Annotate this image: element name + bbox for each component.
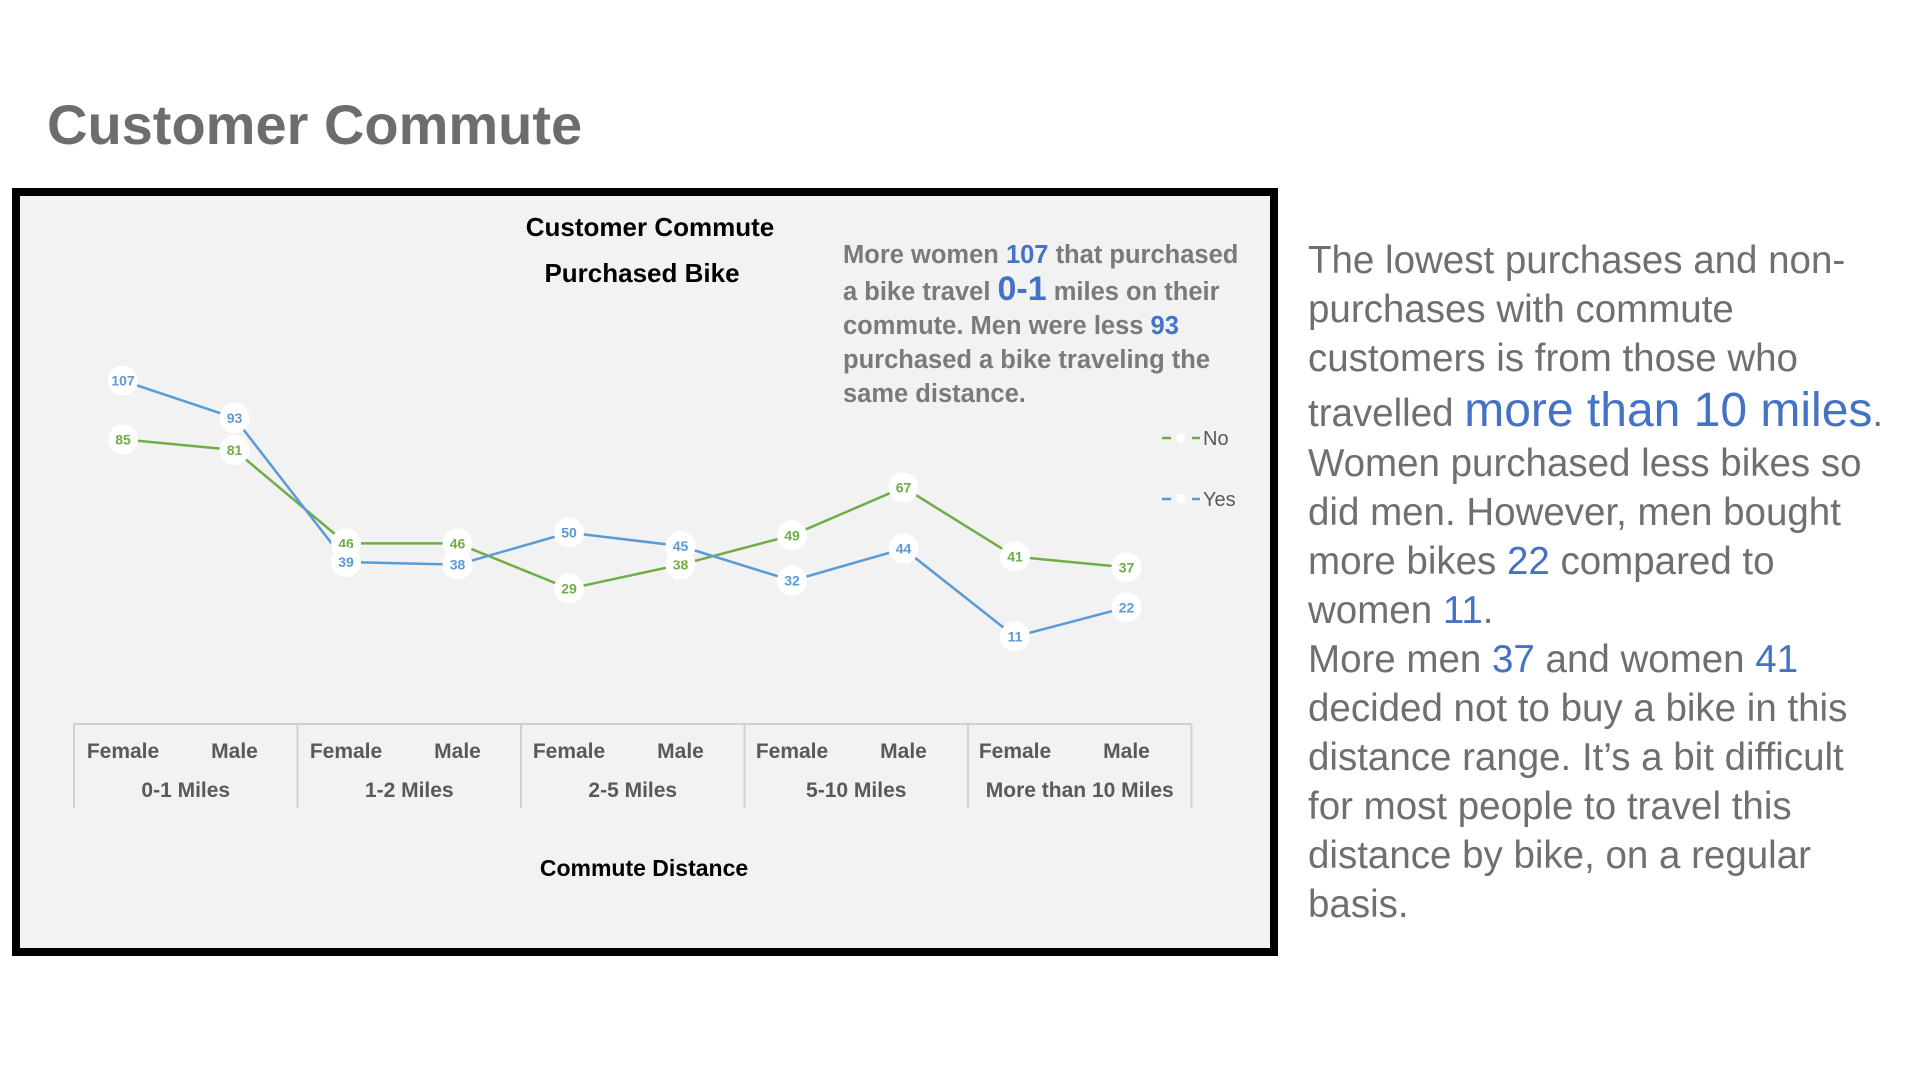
data-label-no: 85 [115,431,131,447]
data-label-yes: 50 [561,525,577,541]
legend-label-no: No [1203,428,1229,450]
annotation-text-3: miles on their commute. Men were less [843,278,1220,340]
data-point-no [1111,552,1142,583]
chart-annotation: More women 107 that purchased a bike tra… [843,238,1253,411]
x-tick-label: Male [434,740,481,763]
x-tick-label: Female [533,740,605,763]
x-group-label: 5-10 Miles [806,779,906,802]
commentary-text: compared to women [1308,540,1775,632]
commentary-highlight: more than 10 miles [1464,384,1873,437]
x-tick-label: Male [211,740,258,763]
commentary-number: 11 [1442,589,1483,632]
commentary-text: More men [1308,638,1493,681]
data-label-no: 37 [1119,559,1135,575]
x-tick-label: Female [310,740,382,763]
x-group-label: 1-2 Miles [365,779,454,802]
data-label-yes: 93 [227,410,243,426]
data-point-no [1000,541,1030,572]
x-group-label: 2-5 Miles [588,779,677,802]
data-label-no: 29 [561,581,577,597]
data-label-no: 81 [227,442,243,458]
data-point-yes [777,565,807,596]
data-point-yes [442,549,473,580]
x-group-label: More than 10 Miles [986,779,1174,802]
x-tick-label: Male [1103,740,1150,763]
series-line-no [122,438,1127,590]
legend-marker-no [1176,433,1186,443]
data-label-no: 41 [1007,549,1023,565]
commentary-paragraph-2: More men 37 and women 41 decided not to … [1308,635,1898,929]
data-label-yes: 44 [896,541,912,557]
commentary-number: 22 [1507,540,1550,583]
data-point-no [219,435,250,465]
legend-label-yes: Yes [1203,489,1236,511]
data-point-no [442,528,473,559]
data-point-yes [665,531,696,561]
page-title: Customer Commute [47,93,583,156]
data-label-yes: 107 [111,373,135,389]
data-label-yes: 45 [673,538,689,554]
data-point-yes [888,533,919,564]
annotation-range-0-1: 0-1 [997,270,1047,308]
data-point-no [554,573,584,604]
data-label-no: 46 [338,535,354,551]
data-label-yes: 39 [338,554,354,570]
chart-title: Customer Commute [526,212,774,242]
legend-marker-yes [1176,494,1186,504]
chart-subtitle: Purchased Bike [544,258,739,288]
commentary-text: decided not to buy a bike in this distan… [1308,687,1848,926]
data-label-yes: 22 [1119,599,1135,615]
x-tick-label: Male [880,740,927,763]
annotation-number-93: 93 [1150,312,1179,340]
annotation-text-2: that purchased a bike travel [843,241,1239,306]
data-label-no: 46 [450,535,466,551]
annotation-text-1: More women [843,241,1006,269]
commentary-text: and women [1534,638,1756,681]
x-axis-title: Commute Distance [540,855,748,881]
series-line-yes [122,379,1127,639]
x-tick-label: Male [657,740,704,763]
x-tick-label: Female [756,740,828,763]
commentary-number: 37 [1492,638,1535,681]
data-label-no: 49 [784,527,800,543]
data-label-yes: 11 [1008,629,1023,645]
data-point-yes [219,403,250,433]
data-point-no [108,424,138,455]
x-group-label: 0-1 Miles [141,779,230,802]
data-point-yes [1111,592,1142,623]
commentary-number: 41 [1755,638,1799,681]
data-label-no: 67 [896,479,912,495]
commentary-text: The lowest purchases and non-purchases w… [1308,239,1846,435]
x-tick-label: Female [87,740,159,763]
data-point-yes [1000,621,1030,652]
annotation-text-4: purchased a bike traveling the same dist… [843,346,1211,408]
commentary-text: . [1482,589,1494,632]
data-label-yes: 32 [784,573,800,589]
data-label-yes: 38 [450,557,466,573]
data-point-yes [554,517,584,548]
data-point-yes [108,365,138,396]
annotation-number-107: 107 [1005,241,1049,269]
side-commentary: The lowest purchases and non-purchases w… [1308,236,1898,929]
data-point-yes [331,547,361,577]
data-point-no [777,520,807,551]
data-point-no [888,472,919,503]
commentary-paragraph-1: The lowest purchases and non-purchases w… [1308,236,1898,635]
x-tick-label: Female [979,740,1051,763]
commentary-text: . Women purchased less bikes so did men.… [1308,392,1884,583]
chart-frame: Customer Commute Purchased Bike Commute Di… [12,188,1278,956]
data-label-no: 38 [673,557,689,573]
commute-line-chart: Customer Commute Purchased Bike Commute Di… [73,212,1236,881]
